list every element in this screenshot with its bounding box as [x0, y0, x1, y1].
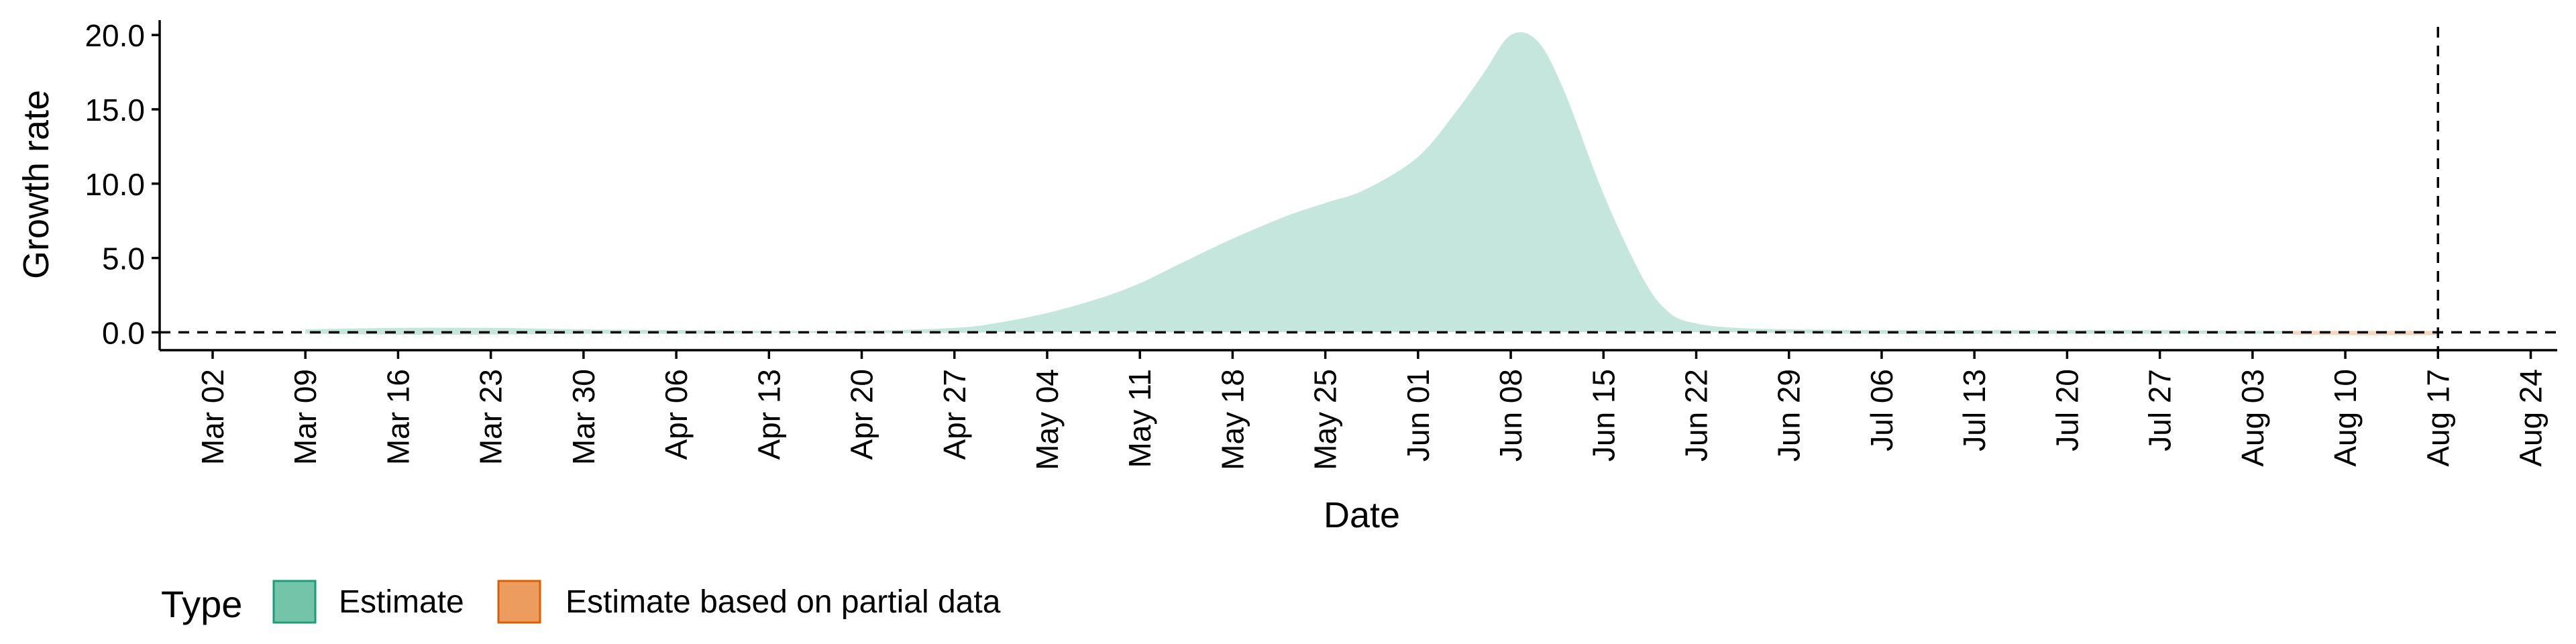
x-tick-label: Mar 16	[380, 369, 415, 465]
x-tick-label: Aug 17	[2420, 369, 2455, 467]
x-tick-label: Mar 02	[195, 369, 230, 465]
y-tick-label: 20.0	[85, 18, 145, 53]
x-tick-label: Aug 03	[2235, 369, 2270, 467]
x-tick-label: Jun 22	[1679, 369, 1714, 462]
legend-swatch-estimate	[272, 580, 317, 624]
y-tick-label: 0.0	[102, 315, 145, 350]
x-tick-label: Jul 27	[2143, 369, 2178, 451]
legend-title: Type	[161, 583, 242, 625]
x-tick-label: Jun 08	[1493, 369, 1528, 462]
x-tick-label: Apr 20	[845, 369, 879, 460]
series-area-estimate	[305, 32, 2293, 335]
y-axis-title: Growth rate	[16, 90, 56, 279]
x-tick-label: Apr 27	[937, 369, 972, 460]
legend: Type Estimate Estimate based on partial …	[161, 580, 1001, 625]
x-tick-label: Mar 30	[566, 369, 601, 465]
x-tick-label: Jun 29	[1772, 369, 1807, 462]
y-tick-label: 15.0	[85, 93, 145, 127]
x-tick-label: May 11	[1122, 369, 1157, 468]
x-tick-label: Jul 06	[1864, 369, 1899, 451]
x-axis-ticks: Mar 02 Mar 09 Mar 16 Mar 23 Mar 30 Apr 06 Apr …	[195, 350, 2548, 470]
x-axis-title: Date	[1324, 495, 1400, 535]
legend-label-partial: Estimate based on partial data	[566, 584, 1001, 620]
x-tick-label: Aug 24	[2514, 369, 2548, 467]
x-tick-label: Jul 20	[2049, 369, 2084, 451]
y-tick-label: 5.0	[102, 241, 145, 276]
x-tick-label: Jul 13	[1957, 369, 1992, 451]
series-layer	[305, 32, 2438, 335]
x-tick-label: Apr 06	[659, 369, 694, 460]
legend-swatch-partial	[497, 580, 541, 624]
y-tick-label: 10.0	[85, 167, 145, 202]
x-tick-label: Mar 23	[474, 369, 508, 465]
x-tick-label: May 04	[1030, 369, 1065, 470]
x-tick-label: Aug 10	[2328, 369, 2363, 467]
y-axis-ticks: 0.0 5.0 10.0 15.0 20.0	[85, 18, 160, 350]
legend-label-estimate: Estimate	[339, 584, 464, 620]
x-tick-label: May 18	[1215, 369, 1250, 470]
x-tick-label: May 25	[1308, 369, 1343, 470]
x-tick-label: Jun 15	[1586, 369, 1621, 462]
x-tick-label: Mar 09	[288, 369, 323, 465]
x-tick-label: Apr 13	[751, 369, 786, 460]
x-tick-label: Jun 01	[1401, 369, 1436, 462]
